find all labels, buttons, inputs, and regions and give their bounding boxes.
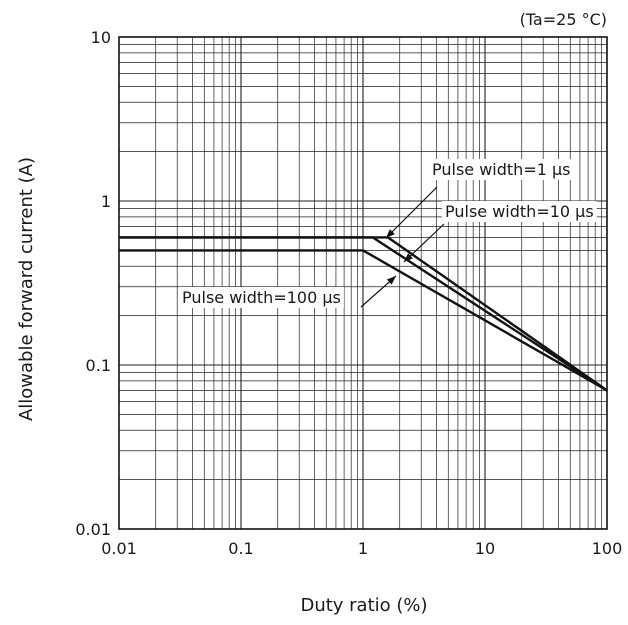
annotation-leader (385, 186, 438, 239)
y-tick-label: 0.01 (75, 520, 111, 539)
series-group (119, 236, 608, 392)
annotation-leader (403, 223, 445, 263)
grid (119, 37, 607, 529)
annotations: Pulse width=1 µs Pulse width=10 µs Pulse w… (179, 159, 597, 308)
tick-labels: 0.01 0.1 1 10 100 0.01 0.1 1 10 (75, 28, 622, 558)
annotation-label-bg (442, 201, 597, 222)
annotation-label-pulse-width-10us: Pulse width=10 µs (445, 202, 594, 221)
annotation-label-bg (429, 159, 574, 180)
y-tick-label: 10 (91, 28, 111, 47)
plot-frame (118, 36, 608, 530)
x-tick-label: 1 (358, 539, 368, 558)
x-axis-label: Duty ratio (%) (300, 595, 427, 616)
x-tick-label: 0.01 (101, 539, 137, 558)
annotation-arrowhead (386, 229, 395, 238)
condition-note: (Ta=25 °C) (520, 10, 607, 29)
annotation-label-pulse-width-1us: Pulse width=1 µs (432, 160, 571, 179)
x-tick-label: 10 (475, 539, 495, 558)
series-line-pulse-width-10us (119, 236, 608, 392)
annotation-arrowhead (386, 276, 396, 285)
y-tick-label: 1 (101, 192, 111, 211)
x-tick-label: 100 (592, 539, 623, 558)
annotation-label-pulse-width-100us: Pulse width=100 µs (182, 288, 341, 307)
x-tick-label: 0.1 (228, 539, 253, 558)
series-line-pulse-width-100us (119, 249, 608, 392)
annotation-label-bg (179, 287, 344, 308)
y-tick-label: 0.1 (86, 356, 111, 375)
annotation-arrowhead (404, 253, 413, 262)
y-axis-label: Allowable forward current (A) (16, 157, 37, 421)
